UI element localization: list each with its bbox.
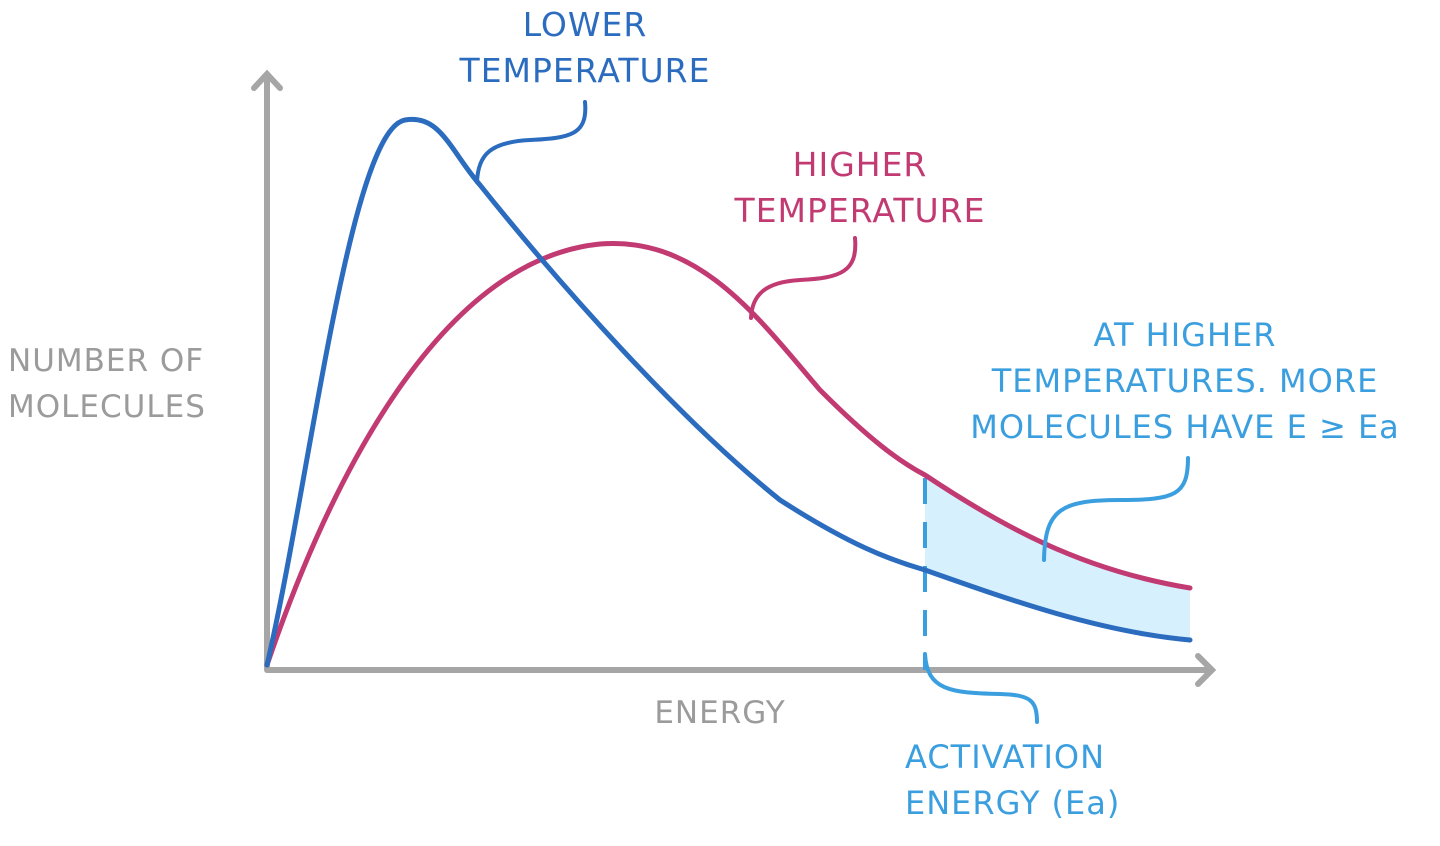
activation-energy-label: ACTIVATION ENERGY (Ea) xyxy=(905,738,1121,822)
lower-temperature-curve xyxy=(264,116,1193,668)
higher-temperature-label: HIGHER TEMPERATURE xyxy=(734,145,986,230)
more-molecules-label: AT HIGHER TEMPERATURES. MORE MOLECULES H… xyxy=(970,316,1400,446)
activation-energy-leader xyxy=(923,652,1039,724)
more-molecules-leader xyxy=(1042,456,1190,562)
lower-temperature-label: LOWER TEMPERATURE xyxy=(459,5,711,90)
shaded-region-above-ea xyxy=(925,475,1190,638)
higher-temperature-curve xyxy=(264,241,1193,668)
y-axis-label: NUMBER OF MOLECULES xyxy=(8,343,206,425)
y-axis xyxy=(251,69,283,671)
x-axis xyxy=(264,653,1217,687)
higher-temperature-leader xyxy=(749,236,858,320)
x-axis-label: ENERGY xyxy=(654,695,786,731)
lower-temperature-leader xyxy=(475,100,588,184)
